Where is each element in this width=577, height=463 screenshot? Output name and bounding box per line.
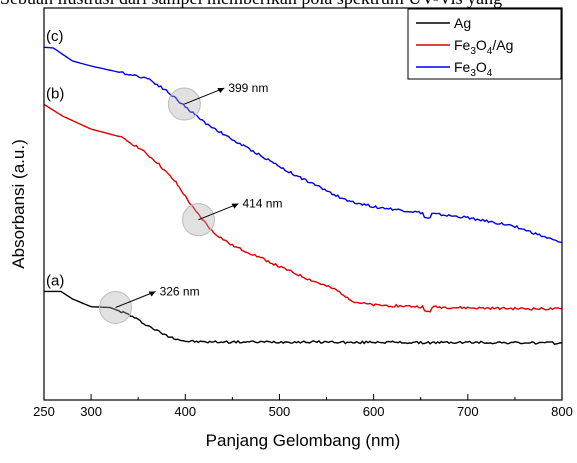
peak-arrow-399-nm bbox=[184, 87, 225, 105]
series-line-fe3o4-ag bbox=[43, 103, 563, 313]
series-line-fe3o4 bbox=[43, 46, 563, 243]
x-tick-label-300: 300 bbox=[80, 404, 102, 419]
y-axis-label: Absorbansi (a.u.) bbox=[9, 139, 28, 268]
peak-label-326-nm: 326 nm bbox=[160, 284, 200, 298]
x-tick-label-250: 250 bbox=[33, 404, 55, 419]
series-layer: (a) (b) (c) bbox=[43, 28, 563, 345]
legend-label-fe3o4: Fe3O4 bbox=[454, 59, 493, 79]
peak-arrowhead-399-nm bbox=[217, 88, 225, 94]
x-tick-label-400: 400 bbox=[174, 404, 196, 419]
peak-arrowhead-414-nm bbox=[231, 203, 239, 209]
header-text-fragment: Sebuah ilustrasi dari sampel memberikan … bbox=[0, 0, 577, 8]
x-tick-label-700: 700 bbox=[457, 404, 479, 419]
x-tick-label-600: 600 bbox=[363, 404, 385, 419]
series-line-ag bbox=[44, 290, 563, 345]
curve-tag-fe3o4: (c) bbox=[46, 28, 64, 45]
peak-label-414-nm: 414 nm bbox=[242, 197, 282, 211]
x-tick-label-500: 500 bbox=[269, 404, 291, 419]
x-axis-label: Panjang Gelombang (nm) bbox=[206, 431, 401, 450]
x-tick-label-800: 800 bbox=[551, 404, 573, 419]
annotation-layer: 399 nm 414 nm 326 nm bbox=[99, 81, 282, 324]
curve-tag-fe3o4-ag: (b) bbox=[46, 85, 64, 102]
legend-label-ag: Ag bbox=[454, 15, 471, 31]
peak-arrow-414-nm bbox=[198, 203, 239, 221]
curve-tag-ag: (a) bbox=[46, 272, 64, 289]
legend-label-fe3o4-ag: Fe3O4/Ag bbox=[454, 37, 513, 57]
x-ticks: 300 400 500 600 700 800 250 bbox=[33, 394, 573, 419]
peak-arrowhead-326-nm bbox=[148, 291, 156, 297]
peak-label-399-nm: 399 nm bbox=[228, 81, 268, 95]
plot-frame bbox=[43, 7, 563, 401]
peak-arrow-326-nm bbox=[115, 291, 156, 308]
